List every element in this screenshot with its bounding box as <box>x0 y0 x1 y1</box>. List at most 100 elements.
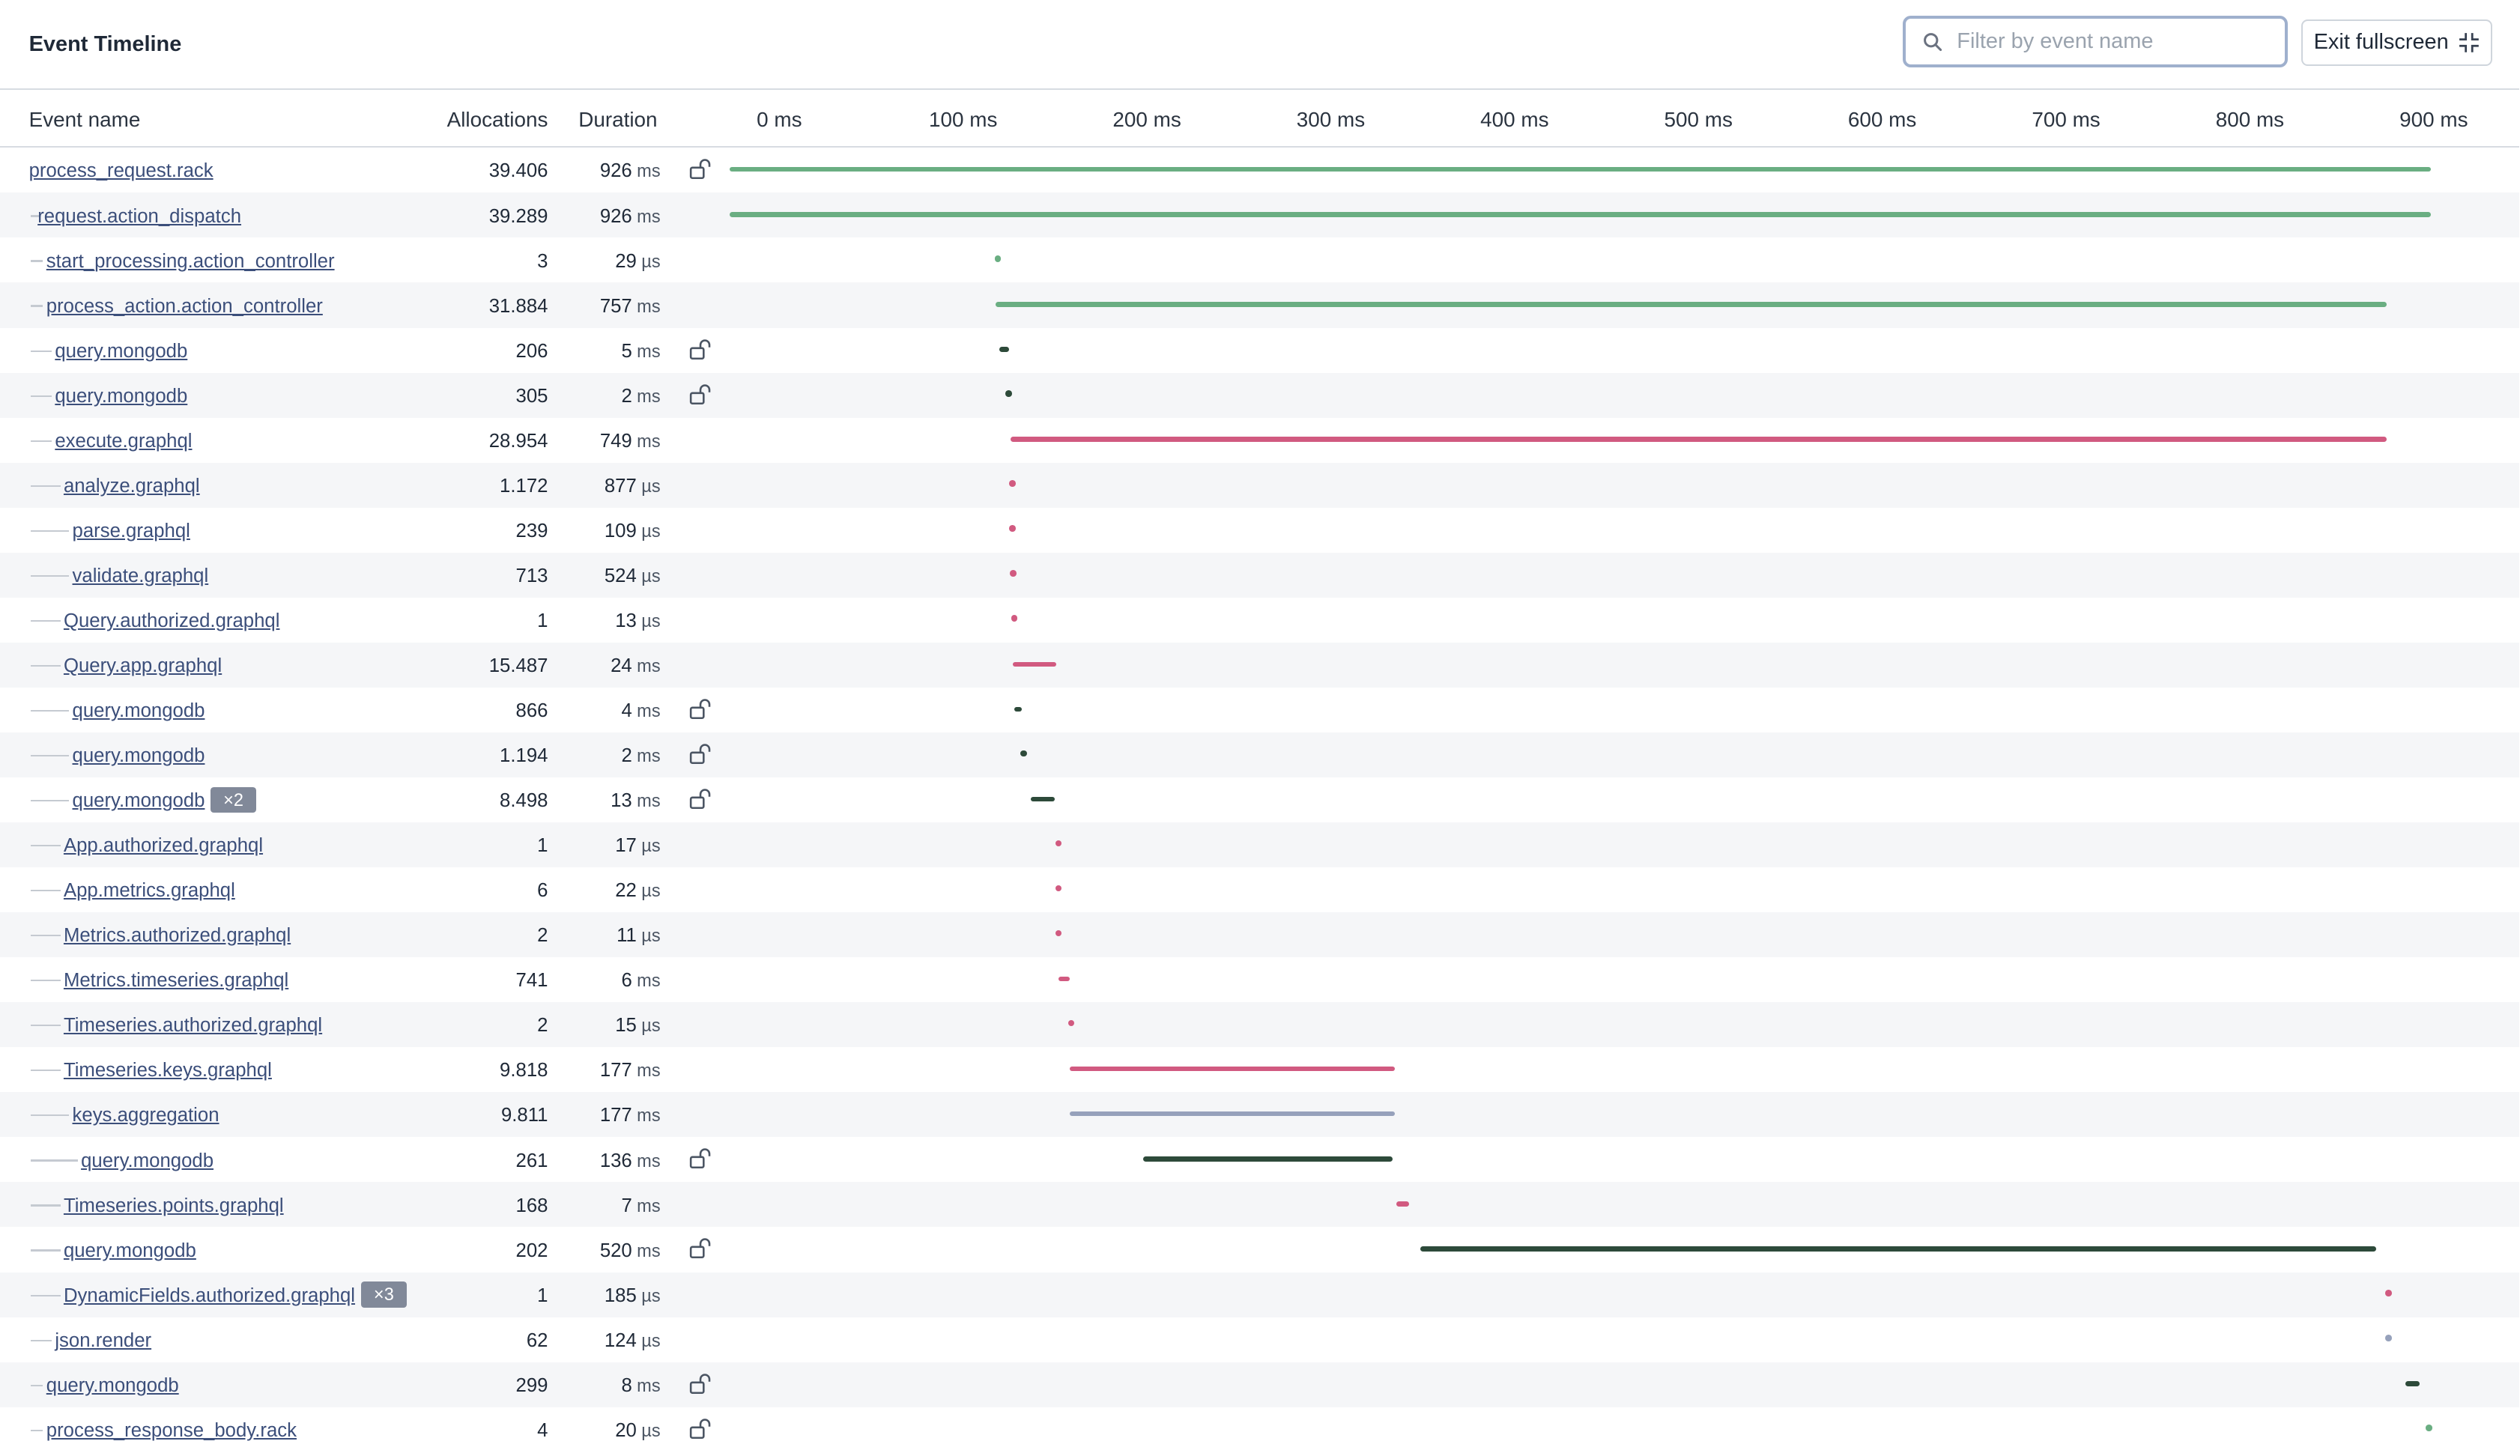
table-row: keys.aggregation 9.811 177 ms <box>0 1092 2520 1138</box>
event-name-link[interactable]: Timeseries.points.graphql <box>63 1195 284 1216</box>
duration-unit: µs <box>641 610 661 631</box>
duration-value: 6 ms <box>621 970 660 992</box>
timeline-bar[interactable] <box>1014 706 1022 712</box>
timeline-point[interactable] <box>994 255 1002 262</box>
event-name-link[interactable]: analyze.graphql <box>63 475 200 497</box>
timeline-point[interactable] <box>1009 480 1016 487</box>
event-name-link[interactable]: query.mongodb <box>63 1240 196 1261</box>
unlock-icon[interactable] <box>689 789 713 815</box>
duration-unit: ms <box>637 701 661 721</box>
search-input[interactable] <box>1954 28 2266 56</box>
event-name-link[interactable]: Metrics.authorized.graphql <box>63 925 291 947</box>
event-name-link[interactable]: process_response_body.rack <box>46 1419 297 1441</box>
unlock-icon[interactable] <box>689 744 713 770</box>
unlock-icon[interactable] <box>689 699 713 725</box>
timeline-point[interactable] <box>2385 1335 2392 1341</box>
event-name-link[interactable]: start_processing.action_controller <box>46 250 335 272</box>
event-name-link[interactable]: App.authorized.graphql <box>63 835 264 857</box>
tree-connector <box>30 935 61 937</box>
search-box[interactable] <box>1902 16 2289 68</box>
event-name-link[interactable]: Query.app.graphql <box>63 655 222 676</box>
table-row: analyze.graphql 1.172 877 µs <box>0 462 2520 508</box>
timeline-point[interactable] <box>1067 1019 1075 1027</box>
timeline-bar[interactable] <box>1420 1246 2376 1252</box>
timeline-bar[interactable] <box>1142 1156 1393 1162</box>
timeline-point[interactable] <box>1010 570 1017 577</box>
unlock-icon[interactable] <box>689 1238 713 1264</box>
unlock-icon[interactable] <box>689 1418 713 1445</box>
event-name-link[interactable]: process_action.action_controller <box>46 295 323 317</box>
timeline-bar[interactable] <box>2405 1381 2420 1386</box>
duration-number: 124 <box>604 1329 637 1351</box>
table-row: execute.graphql 28.954 749 ms <box>0 418 2519 463</box>
allocations-value: 2 <box>537 925 548 947</box>
tree-connector <box>30 664 61 667</box>
event-name-link[interactable]: Query.authorized.graphql <box>63 610 280 631</box>
timeline-point[interactable] <box>1009 525 1016 532</box>
event-name-link[interactable]: query.mongodb <box>55 340 188 362</box>
event-name-link[interactable]: Timeseries.keys.graphql <box>63 1060 272 1082</box>
timeline-bar[interactable] <box>1011 437 2387 442</box>
timeline-bar[interactable] <box>996 302 2387 307</box>
event-name-link[interactable]: DynamicFields.authorized.graphql <box>63 1284 356 1306</box>
event-name-link[interactable]: query.mongodb <box>46 1374 179 1396</box>
event-name-link[interactable]: App.metrics.graphql <box>63 880 235 902</box>
timeline-bar[interactable] <box>999 347 1009 352</box>
timeline-bar[interactable] <box>1058 976 1070 982</box>
timeline-point[interactable] <box>2426 1425 2432 1431</box>
timeline-point[interactable] <box>1055 840 1062 847</box>
allocations-value: 305 <box>515 385 548 407</box>
unlock-icon[interactable] <box>689 1373 713 1400</box>
timeline-bar[interactable] <box>1012 661 1057 667</box>
timeline-bar[interactable] <box>1069 1111 1395 1117</box>
duration-number: 136 <box>599 1150 632 1171</box>
duration-unit: ms <box>637 1375 661 1395</box>
event-name-link[interactable]: json.render <box>55 1329 152 1351</box>
column-header-allocations: Allocations <box>446 107 548 131</box>
table-row: Metrics.timeseries.graphql 741 6 ms <box>0 957 2519 1002</box>
event-name-link[interactable]: query.mongodb <box>55 385 188 407</box>
timeline-point[interactable] <box>1020 750 1027 757</box>
table-row: App.metrics.graphql 6 22 µs <box>0 867 2519 912</box>
tree-connector <box>30 1339 52 1341</box>
duration-value: 20 µs <box>615 1420 660 1442</box>
event-name-link[interactable]: process_request.rack <box>28 160 213 182</box>
timeline-point[interactable] <box>1011 615 1018 622</box>
timeline-bar[interactable] <box>729 167 2432 172</box>
unlock-icon[interactable] <box>689 383 713 410</box>
event-name-link[interactable]: validate.graphql <box>72 565 209 586</box>
timeline-point[interactable] <box>1055 885 1062 892</box>
duration-value: 177 ms <box>600 1060 661 1082</box>
allocations-value: 741 <box>515 970 548 992</box>
exit-fullscreen-button[interactable]: Exit fullscreen <box>2301 19 2492 66</box>
timeline-point[interactable] <box>2385 1290 2392 1296</box>
allocations-value: 15.487 <box>488 655 548 676</box>
tree-connector <box>30 754 70 757</box>
event-name-link[interactable]: keys.aggregation <box>72 1105 219 1126</box>
duration-unit: ms <box>637 341 661 361</box>
repeat-count-badge: ×2 <box>210 786 257 813</box>
event-name-link[interactable]: request.action_dispatch <box>37 205 242 227</box>
event-name-link[interactable]: parse.graphql <box>72 520 190 542</box>
event-name-link[interactable]: query.mongodb <box>81 1150 214 1171</box>
timeline-bar[interactable] <box>1031 796 1055 802</box>
timeline-bar[interactable] <box>729 212 2432 217</box>
timeline-point[interactable] <box>1005 390 1012 397</box>
duration-number: 6 <box>621 970 632 992</box>
allocations-value: 261 <box>515 1150 548 1171</box>
event-name-link[interactable]: Timeseries.authorized.graphql <box>63 1015 323 1037</box>
allocations-value: 62 <box>526 1329 548 1351</box>
timeline-point[interactable] <box>1055 929 1062 937</box>
timeline-tick-label: 600 ms <box>1847 107 1917 131</box>
unlock-icon[interactable] <box>689 1148 713 1174</box>
event-name-link[interactable]: Metrics.timeseries.graphql <box>63 970 289 992</box>
event-name-link[interactable]: query.mongodb <box>72 745 205 767</box>
event-name-link[interactable]: query.mongodb <box>72 790 205 812</box>
duration-value: 177 ms <box>600 1105 661 1126</box>
unlock-icon[interactable] <box>689 339 713 365</box>
event-name-link[interactable]: execute.graphql <box>55 430 193 452</box>
event-name-link[interactable]: query.mongodb <box>72 700 205 722</box>
timeline-bar[interactable] <box>1396 1201 1410 1207</box>
timeline-bar[interactable] <box>1069 1067 1395 1072</box>
unlock-icon[interactable] <box>689 159 713 185</box>
